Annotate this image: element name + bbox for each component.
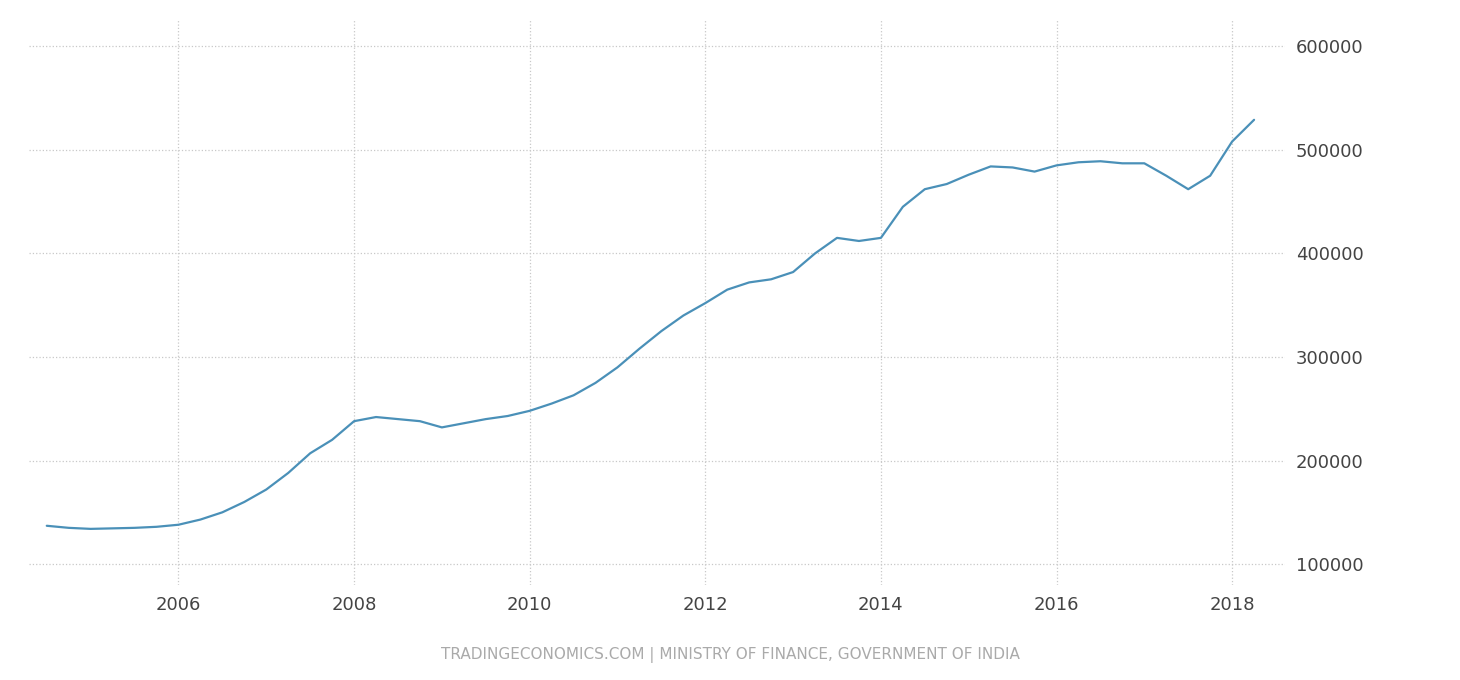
Text: TRADINGECONOMICS.COM | MINISTRY OF FINANCE, GOVERNMENT OF INDIA: TRADINGECONOMICS.COM | MINISTRY OF FINAN…: [441, 647, 1019, 663]
